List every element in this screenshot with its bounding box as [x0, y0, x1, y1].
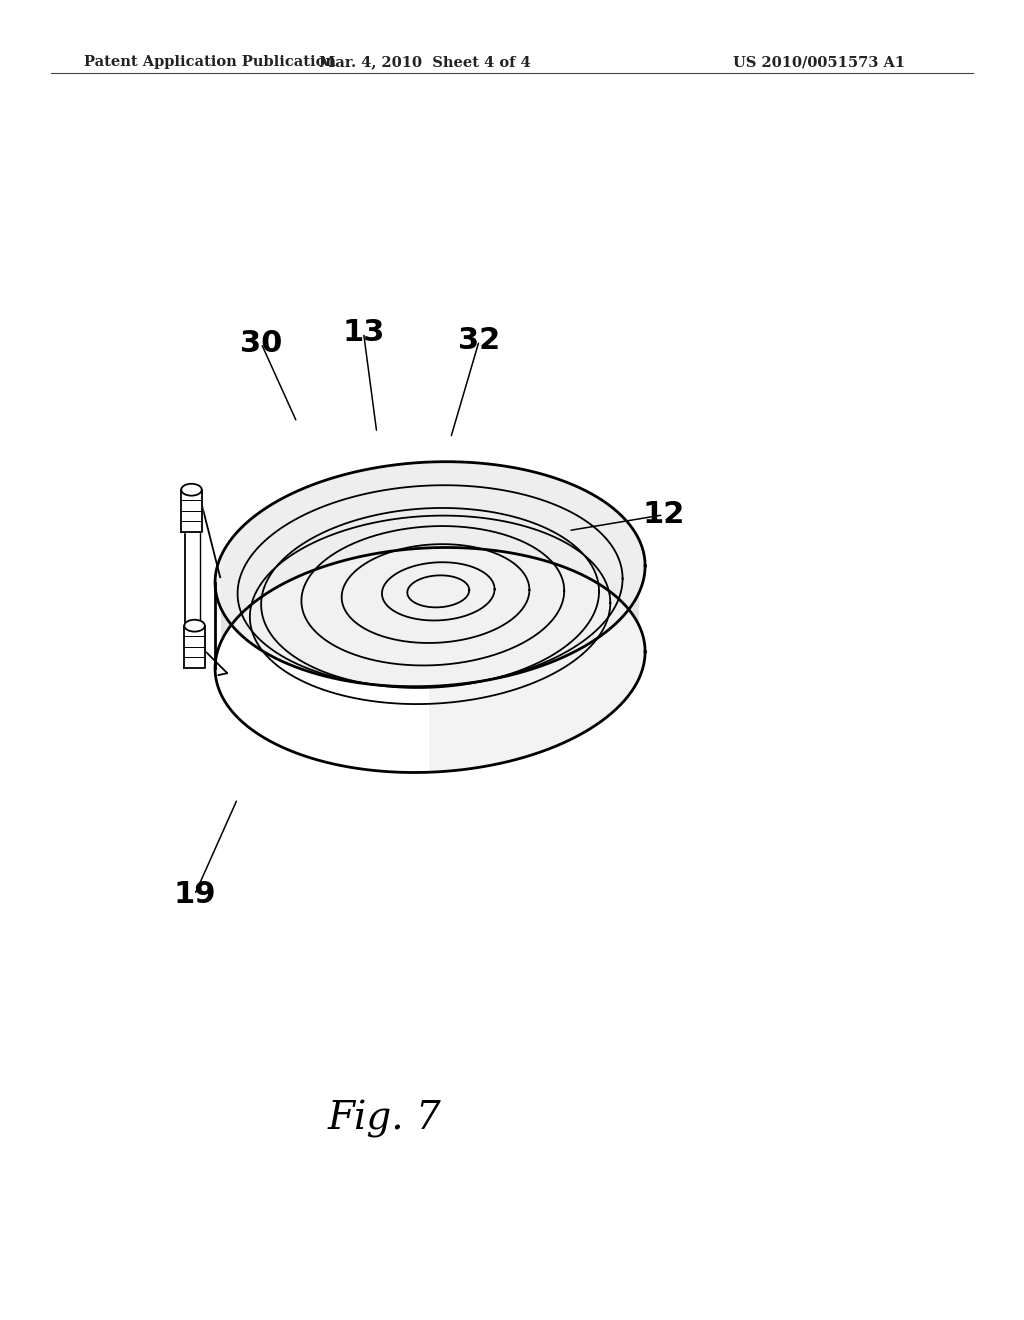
Ellipse shape — [181, 483, 202, 496]
Text: Fig. 7: Fig. 7 — [327, 1100, 441, 1138]
Ellipse shape — [184, 619, 205, 632]
Text: 12: 12 — [642, 500, 685, 529]
Text: Patent Application Publication: Patent Application Publication — [84, 55, 336, 70]
Text: 19: 19 — [173, 880, 216, 909]
Polygon shape — [181, 490, 202, 532]
Text: 13: 13 — [342, 318, 385, 347]
Text: US 2010/0051573 A1: US 2010/0051573 A1 — [733, 55, 905, 70]
Polygon shape — [215, 462, 645, 686]
Polygon shape — [430, 539, 645, 772]
Polygon shape — [222, 462, 638, 640]
Text: Mar. 4, 2010  Sheet 4 of 4: Mar. 4, 2010 Sheet 4 of 4 — [319, 55, 530, 70]
Polygon shape — [184, 626, 205, 668]
Text: 30: 30 — [240, 329, 283, 358]
Text: 32: 32 — [458, 326, 501, 355]
